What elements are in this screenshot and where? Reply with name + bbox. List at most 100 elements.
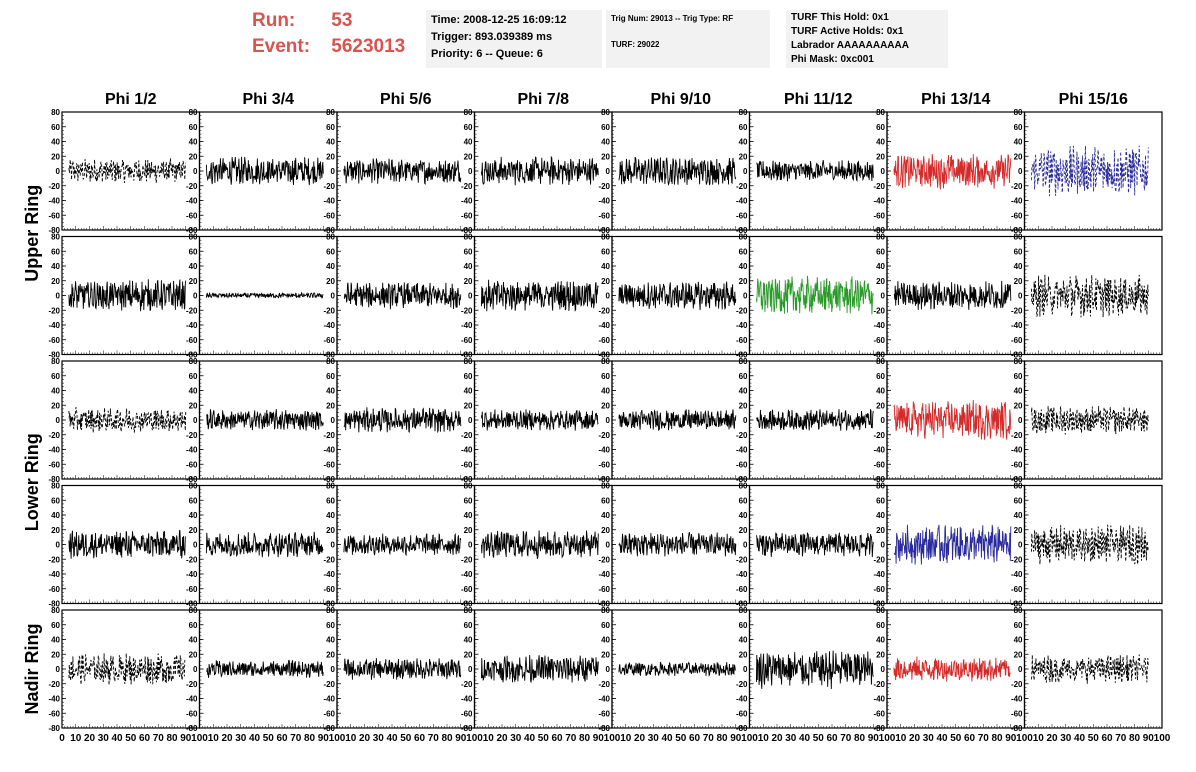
x-tick-label: 40	[111, 733, 123, 744]
y-tick-label: -20	[1011, 555, 1023, 564]
waveform-trace	[68, 407, 187, 433]
y-tick-label: -40	[48, 197, 60, 206]
waveform-trace	[480, 279, 599, 312]
y-tick-label: 80	[1014, 606, 1023, 615]
y-tick-label: -20	[461, 555, 473, 564]
y-tick-label: 60	[189, 496, 198, 505]
y-tick-label: 60	[189, 247, 198, 256]
y-tick-label: 40	[464, 511, 473, 520]
column-title: Phi 11/12	[784, 91, 853, 108]
y-tick-label: -80	[48, 475, 60, 484]
x-tick-label: 100	[1016, 733, 1033, 744]
y-tick-label: 40	[326, 138, 335, 147]
waveform-trace	[618, 409, 737, 431]
x-tick-label: 60	[964, 733, 976, 744]
y-tick-label: -60	[186, 460, 198, 469]
trigger-text: Trigger: 893.039389 ms	[431, 31, 553, 43]
y-tick-label: 20	[464, 152, 473, 161]
y-tick-label: -80	[186, 724, 198, 733]
labrador-text: Labrador AAAAAAAAAA	[791, 40, 909, 51]
waveform-trace	[480, 409, 599, 431]
y-tick-label: -80	[598, 724, 610, 733]
x-tick-label: 20	[359, 733, 371, 744]
panel-frame	[473, 235, 613, 356]
y-tick-label: -80	[598, 600, 610, 609]
waveform-trace	[755, 275, 874, 315]
y-tick-label: -80	[873, 724, 885, 733]
y-tick-label: 80	[326, 357, 335, 366]
x-tick-label: 60	[139, 733, 151, 744]
y-tick-label: -40	[186, 197, 198, 206]
waveform-trace	[1030, 524, 1149, 565]
y-tick-label: 20	[1014, 152, 1023, 161]
y-tick-label: -60	[186, 585, 198, 594]
y-tick-label: -60	[736, 709, 748, 718]
y-tick-label: -40	[323, 446, 335, 455]
waveform-trace	[893, 524, 1012, 565]
y-tick-label: 40	[601, 262, 610, 271]
x-tick-label: 70	[153, 733, 165, 744]
y-tick-label: 80	[51, 357, 60, 366]
waveform-trace	[68, 529, 187, 559]
y-tick-label: -80	[873, 475, 885, 484]
y-tick-label: -80	[186, 351, 198, 360]
waveform-trace	[1030, 274, 1149, 318]
y-tick-label: -40	[598, 446, 610, 455]
x-tick-label: 100	[879, 733, 896, 744]
y-tick-label: 20	[876, 152, 885, 161]
y-tick-label: 60	[51, 247, 60, 256]
y-tick-label: -40	[873, 446, 885, 455]
x-tick-label: 10	[483, 733, 495, 744]
y-tick-label: -60	[1011, 336, 1023, 345]
y-tick-label: 40	[1014, 262, 1023, 271]
x-tick-label: 80	[304, 733, 316, 744]
waveform-trace	[893, 153, 1012, 190]
y-tick-label: -80	[598, 351, 610, 360]
x-tick-label: 90	[1143, 733, 1155, 744]
y-tick-label: 40	[51, 387, 60, 396]
y-tick-label: -20	[323, 555, 335, 564]
event-line: Event: 5623013	[252, 34, 405, 60]
waveform-trace	[893, 400, 1012, 440]
y-tick-label: -80	[461, 724, 473, 733]
y-tick-label: -40	[873, 695, 885, 704]
waveform-trace	[618, 532, 737, 557]
phi-mask-text: Phi Mask: 0xc001	[791, 54, 874, 65]
x-tick-label: 40	[936, 733, 948, 744]
x-tick-label: 50	[950, 733, 962, 744]
y-tick-label: 20	[739, 277, 748, 286]
y-tick-label: 40	[876, 387, 885, 396]
y-tick-label: 20	[464, 401, 473, 410]
y-tick-label: -40	[736, 446, 748, 455]
x-tick-label: 100	[191, 733, 208, 744]
x-tick-label: 20	[1046, 733, 1058, 744]
x-tick-label: 70	[565, 733, 577, 744]
y-tick-label: 60	[464, 621, 473, 630]
y-tick-label: 40	[739, 511, 748, 520]
y-tick-label: 40	[189, 511, 198, 520]
waveform-trace	[480, 155, 599, 186]
y-tick-label: 80	[876, 233, 885, 242]
y-tick-label: 40	[876, 138, 885, 147]
x-tick-label: 40	[1074, 733, 1086, 744]
y-tick-label: -20	[598, 555, 610, 564]
y-tick-label: -40	[461, 446, 473, 455]
y-tick-label: -20	[186, 431, 198, 440]
y-tick-label: 60	[739, 123, 748, 132]
y-tick-label: -60	[323, 709, 335, 718]
y-tick-label: 0	[193, 167, 198, 176]
time-info-box: Time: 2008-12-25 16:09:12 Trigger: 893.0…	[426, 10, 602, 68]
y-tick-label: 60	[739, 496, 748, 505]
y-tick-label: 0	[193, 292, 198, 301]
y-tick-label: -60	[598, 336, 610, 345]
y-tick-label: -80	[186, 475, 198, 484]
run-event-box: Run: 53 Event: 5623013	[252, 8, 405, 60]
y-tick-label: -20	[48, 306, 60, 315]
y-tick-label: 0	[1018, 292, 1023, 301]
x-tick-label: 20	[496, 733, 508, 744]
x-tick-label: 90	[455, 733, 467, 744]
y-tick-label: 40	[51, 262, 60, 271]
y-tick-label: 0	[1018, 541, 1023, 550]
y-tick-label: -60	[598, 585, 610, 594]
y-tick-label: 40	[876, 262, 885, 271]
